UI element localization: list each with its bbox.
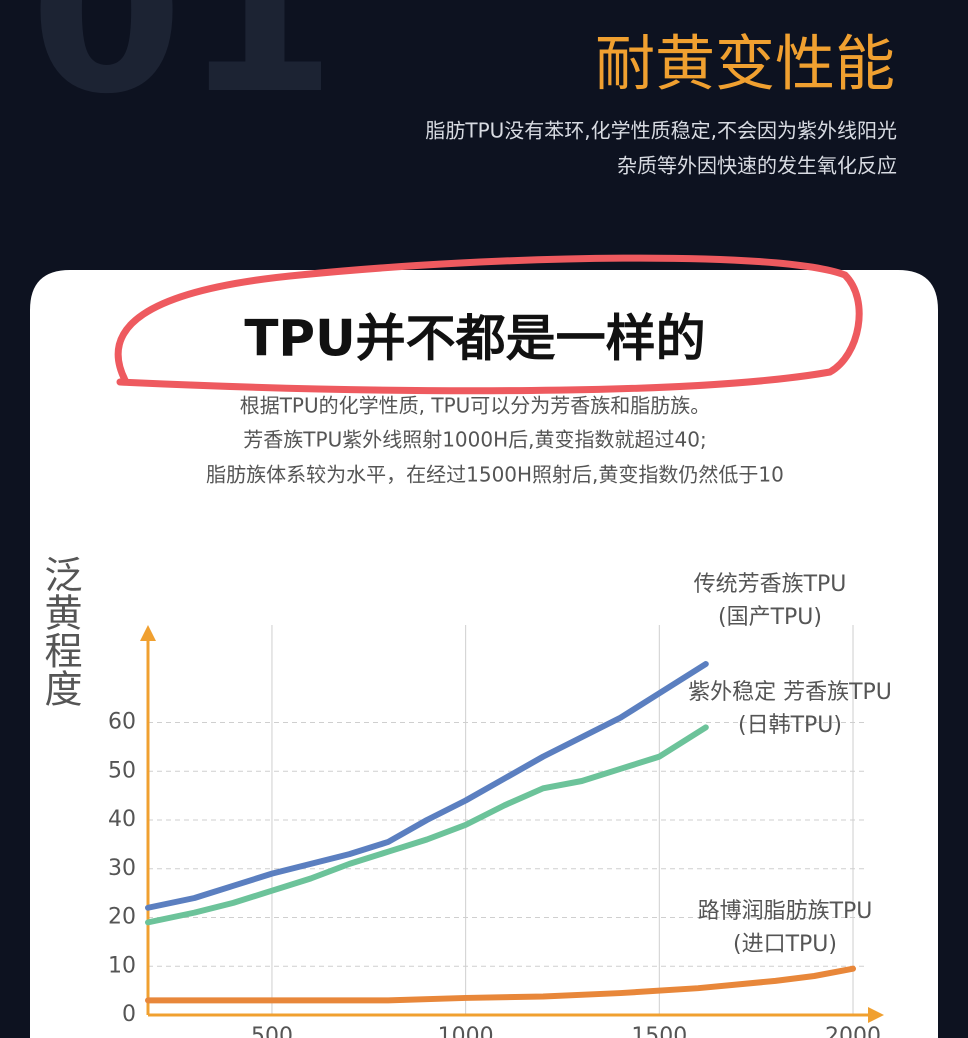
x-tick-label: 1000 (438, 1024, 494, 1038)
x-tick-label: 1500 (631, 1024, 687, 1038)
y-tick-label: 0 (122, 1002, 136, 1027)
highlight-annotation (114, 254, 863, 395)
legend-label: 传统芳香族TPU (694, 572, 847, 597)
x-tick-label: 500 (251, 1024, 293, 1038)
description-line: 脂肪族体系较为水平，在经过1500H照射后,黄变指数仍然低于10 (206, 463, 784, 487)
legend-label: 紫外稳定 芳香族TPU (688, 680, 892, 705)
subtitle-line: 脂肪TPU没有苯环,化学性质稳定,不会因为紫外线阳光 (425, 119, 897, 143)
series-line (145, 724, 709, 926)
series-line (145, 661, 709, 911)
description-line: 根据TPU的化学性质, TPU可以分为芳香族和脂肪族。 (240, 394, 711, 418)
x-tick-label: 2000 (825, 1024, 881, 1038)
series-line (145, 965, 857, 1004)
y-tick-label: 20 (108, 905, 136, 930)
subtitle-line: 杂质等外因快速的发生氧化反应 (617, 154, 897, 178)
y-tick-label: 10 (108, 953, 136, 978)
title: 耐黄变性能 (595, 30, 895, 100)
y-tick-label: 30 (108, 856, 136, 881)
card-heading: TPU并不都是一样的 (244, 310, 705, 368)
x-axis-arrow (868, 1007, 884, 1023)
legend-note: (日韩TPU) (738, 713, 842, 738)
description-line: 芳香族TPU紫外线照射1000H后,黄变指数就超过40; (243, 428, 706, 452)
section-number: 01 (30, 0, 336, 142)
y-tick-label: 60 (108, 710, 136, 735)
y-tick-label: 40 (108, 807, 136, 832)
plot: 500 1000 1500 2000 0 10 20 30 40 50 60 传统芳香族TPU (国产T… (108, 572, 892, 1038)
y-axis-label: 泛黄程度 (38, 555, 82, 707)
y-tick-label: 50 (108, 758, 136, 783)
y-axis-arrow (140, 625, 156, 641)
legend-label: 路博润脂肪族TPU (698, 899, 873, 924)
legend-note: (进口TPU) (733, 932, 837, 957)
card (30, 270, 938, 1038)
legend-note: (国产TPU) (718, 605, 822, 630)
